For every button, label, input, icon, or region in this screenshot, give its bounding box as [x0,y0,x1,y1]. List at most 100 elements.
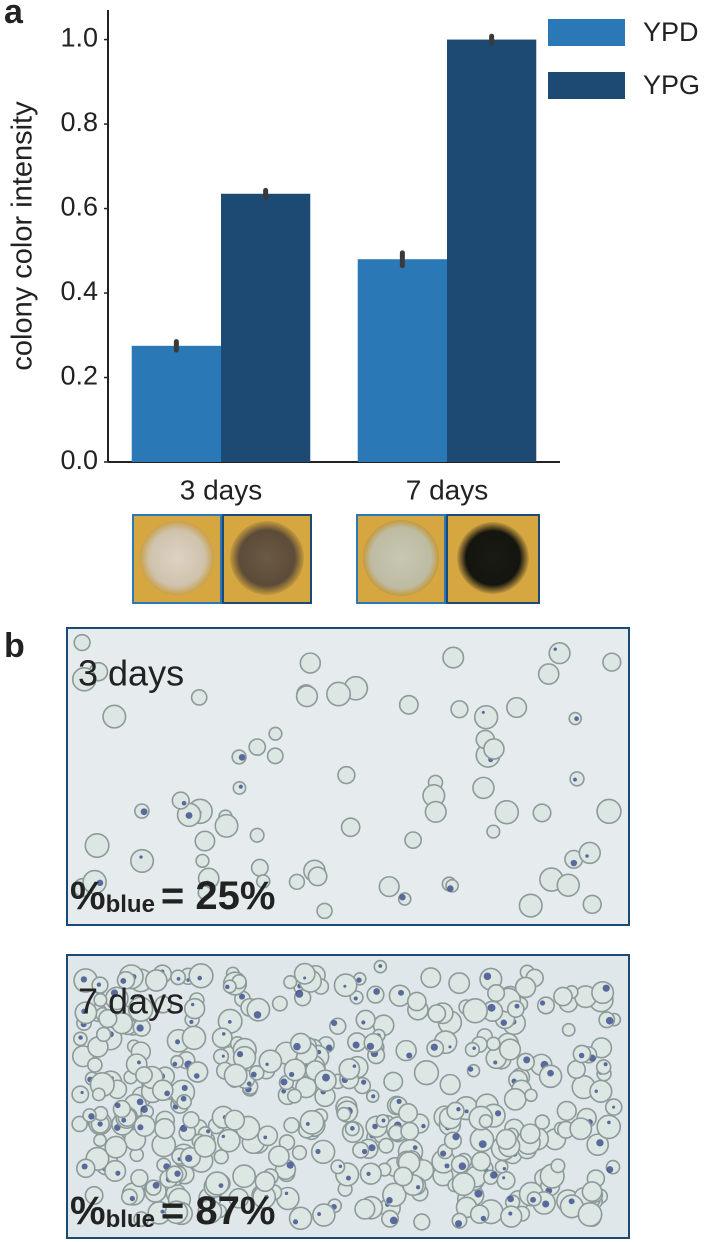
cell [446,1101,465,1121]
stain [594,1089,598,1093]
cell [413,1213,431,1231]
cell [448,972,471,995]
cell [295,685,319,708]
bar [447,39,537,462]
cell [205,1171,230,1196]
stain [236,1051,244,1058]
stain [181,1084,188,1092]
stain [372,1123,378,1130]
stain [553,647,557,651]
stain [523,1056,531,1064]
cell [120,1188,138,1206]
stain [568,1198,575,1205]
cell [288,873,306,891]
cell [268,726,283,741]
stain [361,1079,367,1085]
cell [442,646,465,669]
stain [206,1129,211,1134]
cell [569,1117,593,1141]
cell [478,1114,493,1129]
cell [473,704,499,730]
y-axis-label: colony color intensity [7,101,39,371]
cell [464,1041,481,1058]
stain [458,1162,467,1170]
stain [487,1003,496,1012]
cell [569,771,585,787]
stain [197,975,202,981]
cell [93,992,108,1008]
stain [570,859,578,867]
stain [607,1120,611,1125]
stain [180,1095,187,1102]
cell [550,1158,566,1174]
stain [399,894,406,901]
stain [500,1019,507,1026]
cell [427,1004,447,1023]
cell [596,798,622,825]
cell [316,902,333,920]
cell [338,1058,361,1081]
y-tick-label: 0.6 [60,192,98,222]
stain [483,972,492,981]
cell [82,869,107,895]
bar-chart: 0.0 0.2 0.4 0.6 0.8 1.0 3 days 7 days YPD YPG [60,10,700,505]
cell [483,738,505,760]
micrograph: 7 days %blue = 87% [66,954,630,1239]
stain [160,1209,165,1214]
stain [303,976,307,980]
cell [71,1085,90,1104]
cell [487,984,506,1003]
cell [577,1202,603,1227]
cell [145,1179,162,1196]
cell [462,997,488,1024]
cell [537,663,560,685]
stain [172,1061,178,1067]
stain [110,989,119,997]
stain [137,1060,141,1065]
stain [507,1195,514,1203]
cell [133,1211,150,1228]
cell [291,1145,308,1161]
stain [185,812,193,819]
x-tick-label: 3 days [180,474,263,505]
stain [288,1071,295,1078]
stain [97,1121,103,1127]
cell [212,1048,230,1065]
cell [84,1185,104,1205]
cell [363,1032,384,1053]
micrograph-label: 3 days [78,653,184,694]
cell [506,1000,525,1018]
stain [292,1219,299,1225]
colony-photos [132,514,540,604]
bar [357,259,447,462]
stain [368,1144,376,1152]
cell [257,1125,279,1147]
x-tick-label: 7 days [406,474,489,505]
stain [602,984,610,992]
stain [227,1020,232,1024]
cell [286,1088,303,1104]
cell [494,799,520,825]
caption-symbol: % [70,1189,106,1233]
stain [356,977,362,983]
y-tick-label: 0.8 [60,107,98,137]
stain [352,1064,357,1068]
stain [331,1019,338,1027]
stain [120,978,127,984]
cell [596,1114,622,1140]
cell [232,1164,257,1189]
cell [486,824,501,839]
cell [193,1134,217,1158]
cell [170,1054,184,1069]
stain [218,1183,224,1188]
stain [81,1008,87,1014]
stain [573,777,577,782]
stain [352,1041,360,1049]
cell [589,1079,613,1103]
cell [104,1159,127,1183]
stain [305,1122,310,1126]
stain [88,1113,95,1120]
y-tick-label: 0.0 [60,445,98,475]
bar [131,345,221,462]
